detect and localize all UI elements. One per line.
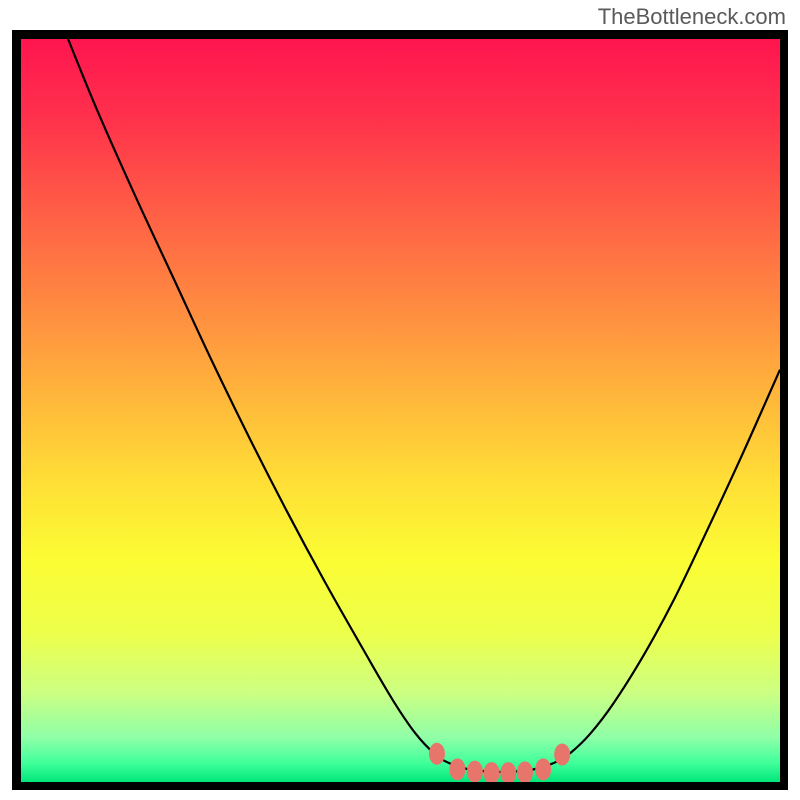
curve-marker [516,761,532,782]
curve-marker [449,758,465,780]
curve-marker [466,760,482,781]
watermark-text: TheBottleneck.com [598,4,786,30]
curve-marker [554,743,570,765]
curve-marker [535,758,551,780]
chart-frame [12,30,788,790]
curve-marker [500,762,516,782]
bottleneck-curve [21,39,780,782]
curve-marker [428,742,444,764]
curve-marker [483,762,499,782]
plot-area [21,39,780,782]
